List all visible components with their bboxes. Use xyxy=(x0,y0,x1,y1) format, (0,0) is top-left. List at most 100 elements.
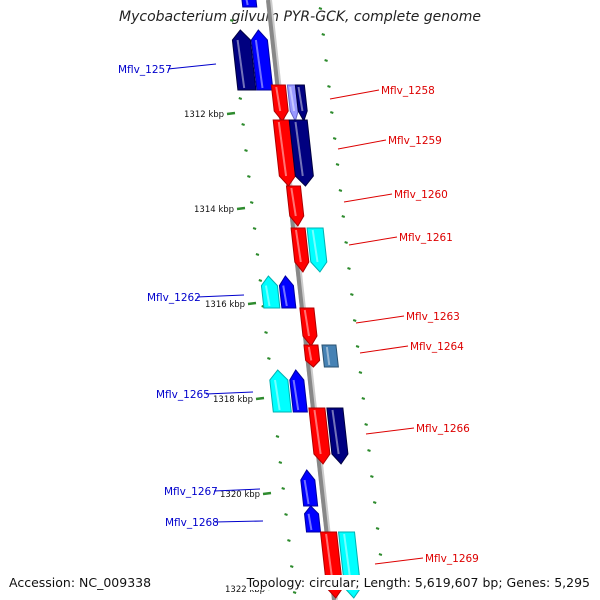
outer-ring-dot xyxy=(375,527,380,530)
gene-leader-line xyxy=(167,63,217,70)
gene-label-forward: Mflv_1262 xyxy=(147,292,201,304)
gene-highlight xyxy=(275,86,282,112)
gene-leader-line xyxy=(355,315,405,324)
gene-highlight xyxy=(274,379,281,411)
gene-block xyxy=(303,505,322,533)
gene-highlight xyxy=(297,86,304,112)
inner-ring-dot xyxy=(244,149,248,152)
outer-ring-dot xyxy=(335,163,340,166)
coordinate-label: 1318 kbp xyxy=(213,395,253,405)
gene-label-reverse: Mflv_1264 xyxy=(410,341,464,353)
inner-ring-dot xyxy=(287,539,291,542)
outer-ring-dot xyxy=(341,215,346,218)
gene-highlight xyxy=(294,121,304,177)
coordinate-tick xyxy=(226,111,236,116)
gene-block xyxy=(278,275,297,309)
inner-ring-dot xyxy=(275,435,280,438)
gene-highlight xyxy=(282,285,288,307)
gene-highlight xyxy=(307,346,313,361)
gene-leader-line xyxy=(196,294,245,298)
gene-block xyxy=(272,119,296,187)
inner-ring-dot xyxy=(247,175,251,178)
gene-highlight xyxy=(277,121,288,177)
gene-block xyxy=(285,185,305,227)
gene-highlight xyxy=(325,346,331,366)
gene-block xyxy=(241,0,258,8)
gene-block xyxy=(270,84,289,122)
gene-highlight xyxy=(292,379,300,411)
inner-ring-dot xyxy=(241,123,245,126)
outer-ring-dot xyxy=(338,189,343,192)
gene-leader-line xyxy=(205,391,254,395)
gene-block xyxy=(321,344,339,368)
gene-leader-line xyxy=(329,89,380,100)
gene-block xyxy=(299,307,318,347)
gene-block xyxy=(260,275,281,309)
gene-highlight xyxy=(289,86,296,112)
inner-ring-dot xyxy=(252,227,257,230)
gene-label-reverse: Mflv_1266 xyxy=(416,423,470,435)
inner-ring-dot xyxy=(278,461,283,464)
inner-ring-dot xyxy=(267,357,271,360)
gene-block xyxy=(308,407,331,465)
outer-ring-dot xyxy=(367,449,371,452)
coordinate-tick xyxy=(255,396,265,401)
gene-highlight xyxy=(311,229,319,263)
inner-ring-dot xyxy=(264,331,268,334)
gene-leader-line xyxy=(348,236,398,246)
inner-ring-dot xyxy=(238,97,243,100)
gene-highlight xyxy=(307,513,313,531)
inner-ring-dot xyxy=(281,487,285,490)
inner-ring-dot xyxy=(292,591,297,594)
coordinate-label: 1322 kbp xyxy=(225,585,265,595)
outer-ring-dot xyxy=(332,137,337,140)
gene-highlight xyxy=(303,309,310,337)
gene-label-reverse: Mflv_1258 xyxy=(381,85,435,97)
gene-label-forward: Mflv_1257 xyxy=(118,64,172,76)
gene-highlight xyxy=(313,409,322,455)
gene-leader-line xyxy=(213,488,261,492)
gene-label-reverse: Mflv_1269 xyxy=(425,553,479,565)
outer-ring-dot xyxy=(318,7,323,10)
gene-block xyxy=(289,369,308,413)
gene-block xyxy=(326,407,349,465)
outer-ring-dot xyxy=(324,59,328,62)
coordinate-label: 1312 kbp xyxy=(184,110,224,120)
gene-label-reverse: Mflv_1263 xyxy=(406,311,460,323)
gene-label-forward: Mflv_1265 xyxy=(156,389,210,401)
gene-leader-line xyxy=(365,427,415,435)
coordinate-label: 1316 kbp xyxy=(205,300,245,310)
gene-block xyxy=(294,84,308,123)
gene-leader-line xyxy=(337,139,387,150)
gene-block xyxy=(269,369,292,413)
outer-ring-dot xyxy=(361,397,366,400)
gene-highlight xyxy=(290,187,297,217)
gene-block xyxy=(300,469,319,507)
outer-ring-dot xyxy=(372,501,377,504)
outer-ring-dot xyxy=(327,85,331,88)
outer-ring-dot xyxy=(370,475,374,478)
outer-ring-dot xyxy=(364,423,368,426)
gene-highlight xyxy=(303,479,310,505)
gene-leader-line xyxy=(343,193,393,203)
outer-ring-dot xyxy=(350,293,354,296)
genome-stats-label: Topology: circular; Length: 5,619,607 bp… xyxy=(246,575,590,590)
gene-label-reverse: Mflv_1260 xyxy=(394,189,448,201)
gene-leader-line xyxy=(359,345,409,354)
gene-leader-line xyxy=(374,557,424,565)
gene-label-forward: Mflv_1267 xyxy=(164,486,218,498)
gene-leader-line xyxy=(214,520,264,523)
gene-block xyxy=(306,227,328,273)
gene-block xyxy=(231,29,257,91)
gene-label-forward: Mflv_1268 xyxy=(165,517,219,529)
gene-block xyxy=(290,227,310,273)
outer-ring-dot xyxy=(321,33,326,36)
outer-ring-dot xyxy=(347,267,351,270)
gene-highlight xyxy=(331,409,340,455)
gene-block xyxy=(286,84,299,123)
gene-block xyxy=(288,119,314,187)
outer-ring-dot xyxy=(352,319,357,322)
outer-ring-dot xyxy=(355,345,360,348)
